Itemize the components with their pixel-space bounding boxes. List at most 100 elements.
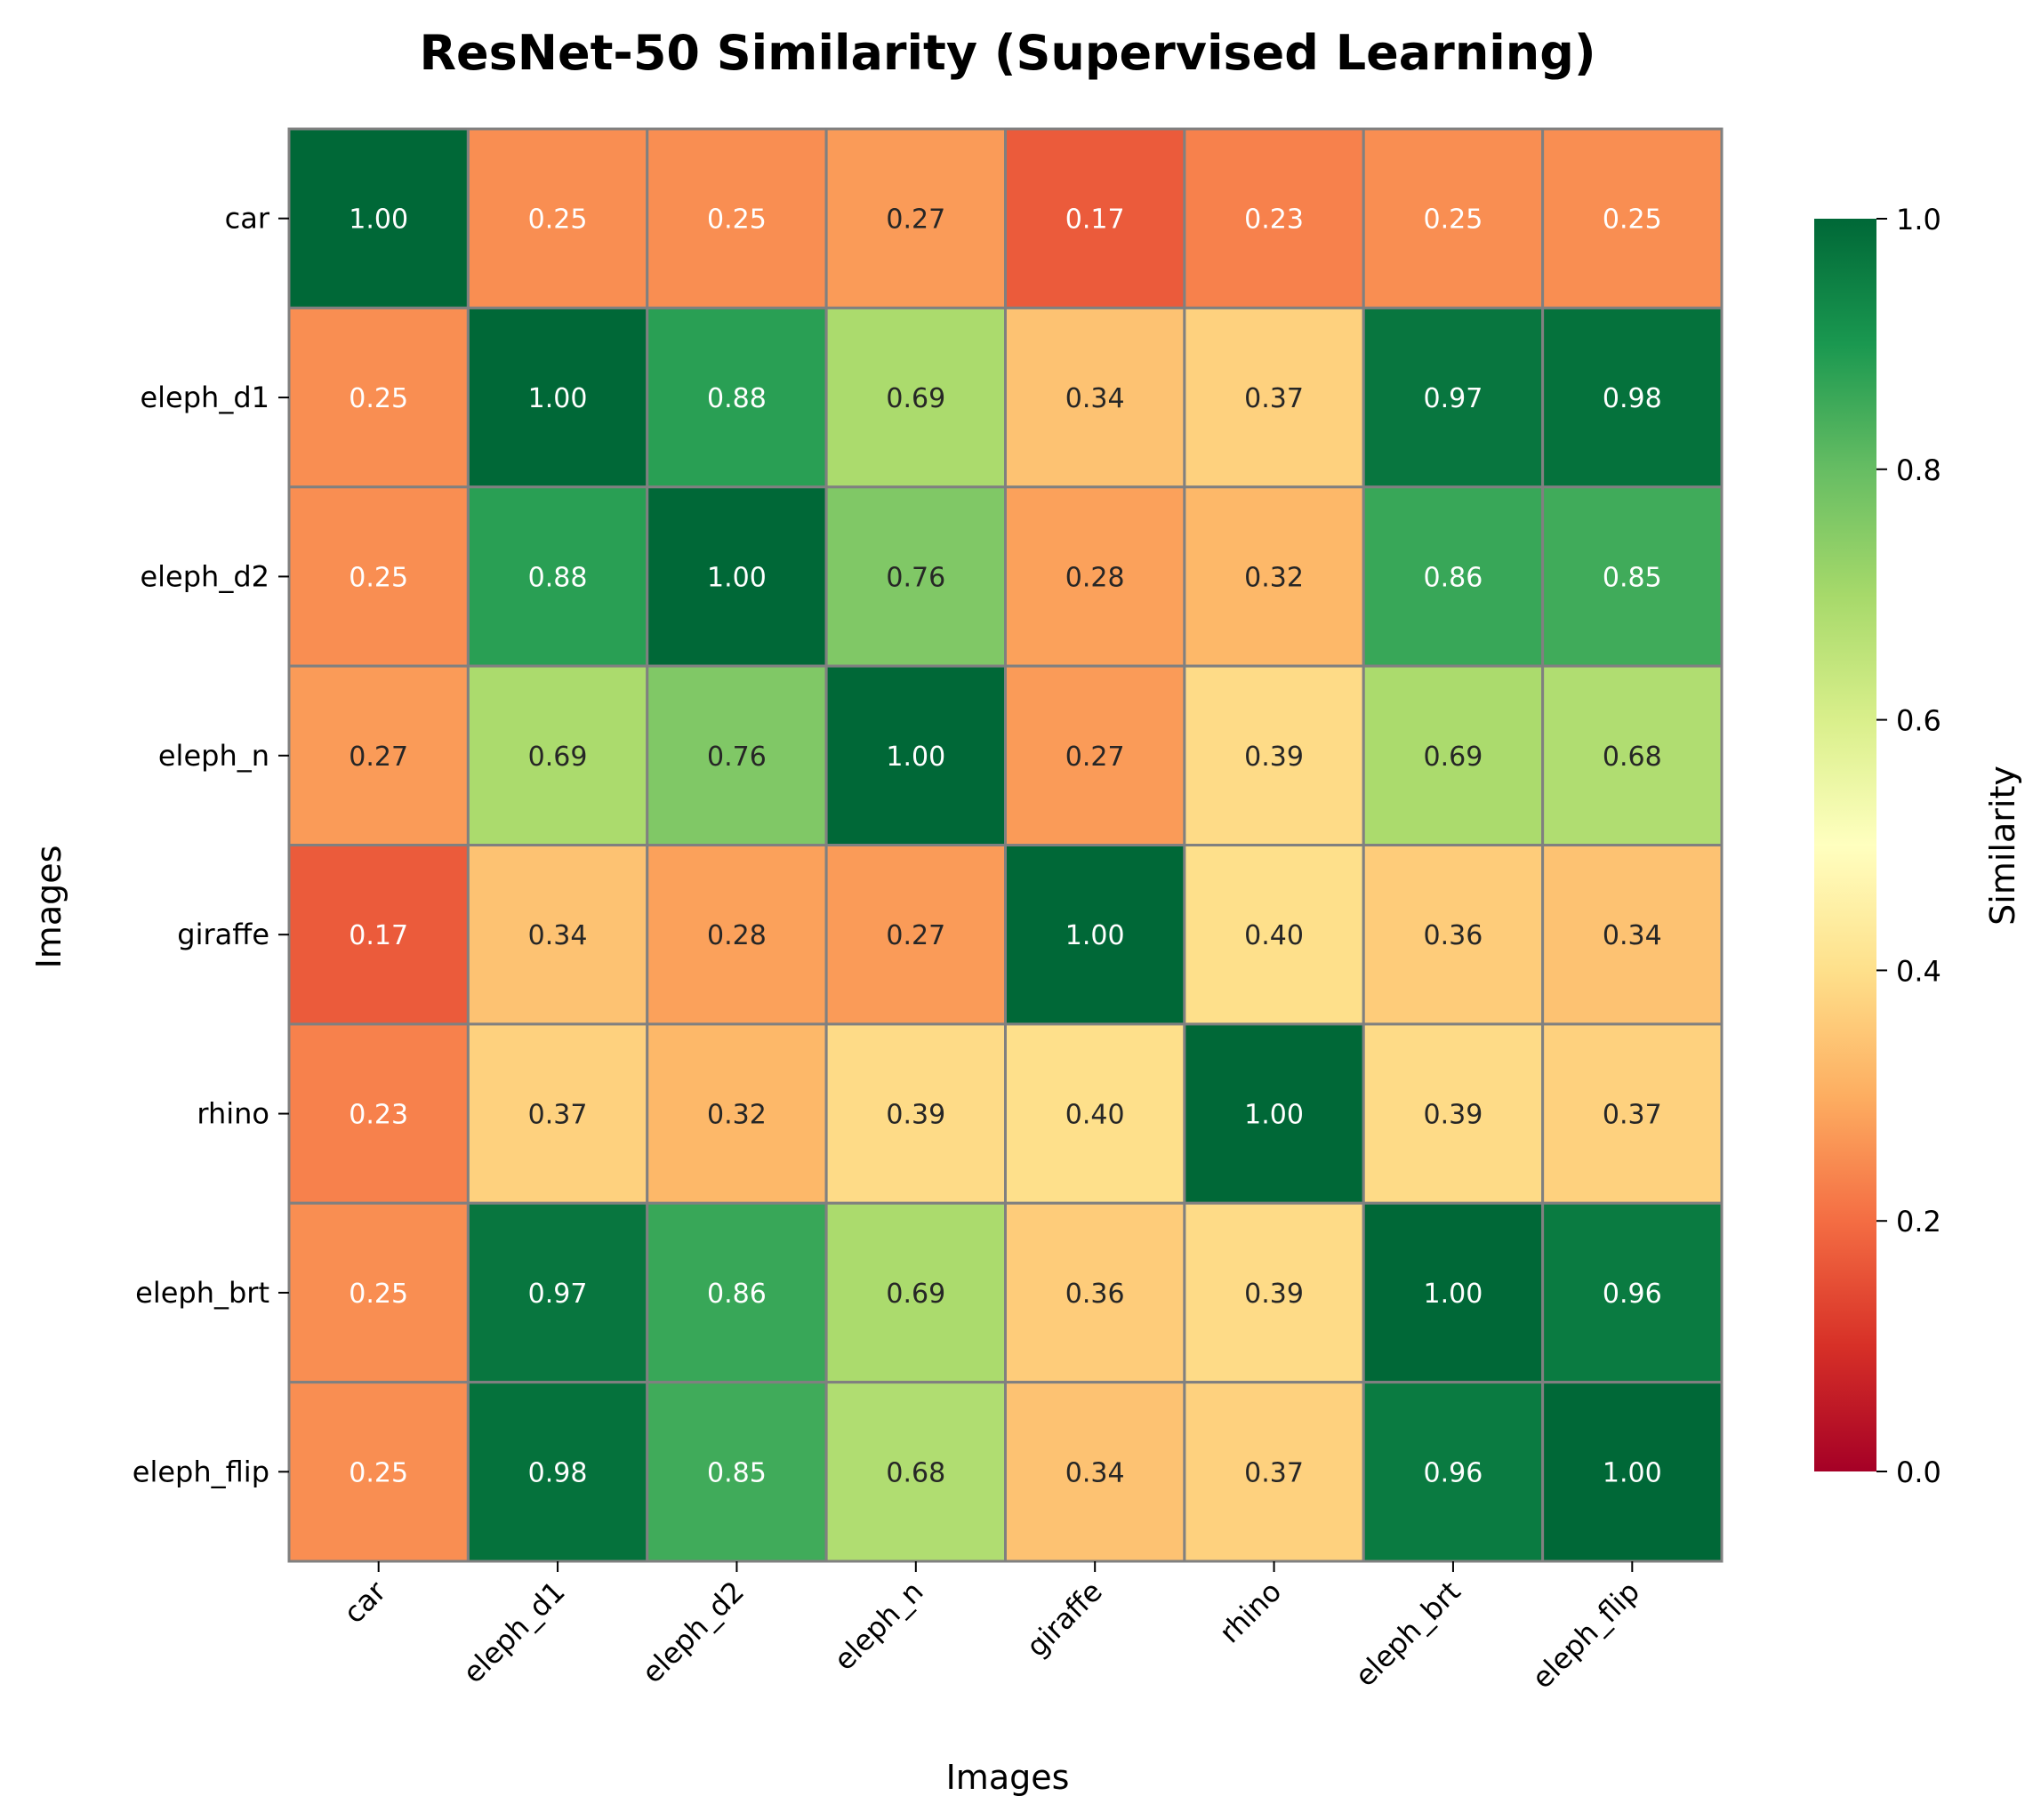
cell-value-label: 0.32 (707, 1100, 767, 1131)
heatmap-cell-eleph_d2-giraffe (1004, 485, 1186, 668)
colorbar-tick-label: 1.0 (1896, 203, 1941, 237)
heatmap-cell-rhino-rhino (1183, 1022, 1365, 1205)
heatmap-cell-car-eleph_d2 (646, 127, 828, 309)
cell-value-label: 0.76 (707, 742, 767, 773)
heatmap-cell-eleph_flip-eleph_d2 (646, 1381, 828, 1563)
cell-value-label: 1.00 (886, 742, 945, 773)
cell-value-label: 0.25 (528, 204, 588, 236)
cell-value-label: 0.97 (528, 1279, 588, 1310)
cell-value-label: 0.68 (886, 1457, 945, 1488)
y-tick-label: eleph_d1 (140, 381, 269, 414)
cell-value-label: 0.25 (707, 204, 767, 236)
cell-value-label: 0.36 (1065, 1279, 1125, 1310)
cell-value-label: 0.34 (1603, 920, 1662, 951)
colorbar-tick-label: 0.8 (1896, 453, 1941, 487)
y-tick-label: giraffe (177, 918, 269, 951)
heatmap-cell-eleph_d2-eleph_n (824, 485, 1007, 668)
cell-value-label: 0.34 (528, 920, 588, 951)
heatmap-cell-eleph_d2-eleph_brt (1362, 485, 1545, 668)
heatmap-cell-giraffe-eleph_brt (1362, 844, 1545, 1026)
heatmap-cell-eleph_n-eleph_n (824, 664, 1007, 846)
cell-value-label: 0.96 (1424, 1457, 1483, 1488)
cell-value-label: 0.25 (1603, 204, 1662, 236)
cell-value-label: 0.88 (707, 383, 767, 414)
heatmap-cell-eleph_d2-rhino (1183, 485, 1365, 668)
colorbar: 0.0 0.2 0.4 0.6 0.8 1.0 Similarity (1814, 203, 2022, 1489)
cell-value-label: 0.69 (886, 383, 945, 414)
colorbar-tick-label: 0.4 (1896, 954, 1941, 988)
cell-value-label: 0.34 (1065, 383, 1125, 414)
y-tick-label: car (225, 202, 270, 236)
heatmap-cell-giraffe-eleph_n (824, 844, 1007, 1026)
cell-value-label: 0.17 (1065, 204, 1125, 236)
cell-value-label: 0.98 (528, 1457, 588, 1488)
cell-value-label: 0.27 (886, 204, 945, 236)
heatmap-cell-eleph_brt-eleph_d2 (646, 1201, 828, 1384)
cell-value-label: 0.36 (1424, 920, 1483, 951)
heatmap-cell-car-eleph_n (824, 127, 1007, 309)
colorbar-tick-label: 0.2 (1896, 1205, 1941, 1239)
cell-value-label: 0.88 (528, 562, 588, 593)
cell-value-label: 0.39 (1244, 742, 1304, 773)
heatmap-cell-eleph_flip-giraffe (1004, 1381, 1186, 1563)
x-tick-label: eleph_brt (1348, 1575, 1467, 1694)
colorbar-tick-label: 0.0 (1896, 1455, 1941, 1489)
colorbar-gradient (1814, 219, 1876, 1471)
cell-value-label: 0.23 (349, 1100, 408, 1131)
heatmap-cell-rhino-eleph_flip (1541, 1022, 1724, 1205)
cell-value-label: 0.37 (1603, 1100, 1662, 1131)
heatmap-cell-eleph_brt-giraffe (1004, 1201, 1186, 1384)
colorbar-tick-label: 0.6 (1896, 704, 1941, 738)
cell-value-label: 0.25 (349, 562, 408, 593)
heatmap-cell-rhino-eleph_d1 (466, 1022, 649, 1205)
cell-value-label: 0.39 (886, 1100, 945, 1131)
cell-value-label: 0.32 (1244, 562, 1304, 593)
heatmap-cell-rhino-eleph_brt (1362, 1022, 1545, 1205)
y-tick-label: eleph_n (158, 739, 269, 773)
cell-value-label: 0.37 (1244, 1457, 1304, 1488)
cell-value-label: 0.40 (1244, 920, 1304, 951)
x-tick-label: rhino (1213, 1575, 1289, 1650)
heatmap-cell-car-eleph_d1 (466, 127, 649, 309)
heatmap-cell-eleph_n-eleph_brt (1362, 664, 1545, 846)
x-axis-label: Images (946, 1758, 1070, 1797)
y-tick-label: rhino (197, 1097, 269, 1131)
cell-value-label: 1.00 (1244, 1100, 1304, 1131)
heatmap-cell-eleph_d2-eleph_d1 (466, 485, 649, 668)
x-tick-label: eleph_d1 (456, 1575, 572, 1690)
cell-value-label: 0.98 (1603, 383, 1662, 414)
y-tick-label: eleph_flip (133, 1455, 269, 1488)
heatmap-cell-rhino-giraffe (1004, 1022, 1186, 1205)
heatmap-cell-eleph_d1-rhino (1183, 306, 1365, 489)
cell-value-label: 0.27 (1065, 742, 1125, 773)
x-axis-ticks: car eleph_d1 eleph_d2 eleph_n giraffe rhino el… (337, 1561, 1646, 1696)
heatmap-cell-rhino-eleph_d2 (646, 1022, 828, 1205)
x-tick-label: car (337, 1574, 393, 1630)
cell-value-label: 1.00 (1065, 920, 1125, 951)
colorbar-label: Similarity (1983, 766, 2022, 926)
x-tick-label: eleph_n (827, 1575, 929, 1677)
cell-value-label: 0.69 (528, 742, 588, 773)
cell-value-label: 0.86 (707, 1279, 767, 1310)
x-tick-label: giraffe (1020, 1575, 1109, 1664)
cell-value-label: 0.23 (1244, 204, 1304, 236)
cell-value-label: 1.00 (349, 204, 408, 236)
cell-value-label: 1.00 (707, 562, 767, 593)
cell-value-label: 0.28 (1065, 562, 1125, 593)
heatmap-cell-eleph_d2-eleph_d2 (646, 485, 828, 668)
cell-value-label: 0.85 (1603, 562, 1662, 593)
cell-value-label: 0.68 (1603, 742, 1662, 773)
heatmap-cell-eleph_n-giraffe (1004, 664, 1186, 846)
heatmap-cell-car-car (287, 127, 470, 309)
cell-value-label: 1.00 (528, 383, 588, 414)
heatmap-cell-eleph_d2-eleph_flip (1541, 485, 1724, 668)
heatmap-cell-eleph_brt-eleph_flip (1541, 1201, 1724, 1384)
y-tick-label: eleph_brt (135, 1276, 269, 1310)
cell-value-label: 0.69 (886, 1279, 945, 1310)
cell-value-label: 0.85 (707, 1457, 767, 1488)
heatmap-cell-car-eleph_flip (1541, 127, 1724, 309)
colorbar-ticks: 0.0 0.2 0.4 0.6 0.8 1.0 (1876, 203, 1941, 1489)
cell-value-label: 0.27 (886, 920, 945, 951)
heatmap-cell-giraffe-eleph_flip (1541, 844, 1724, 1026)
